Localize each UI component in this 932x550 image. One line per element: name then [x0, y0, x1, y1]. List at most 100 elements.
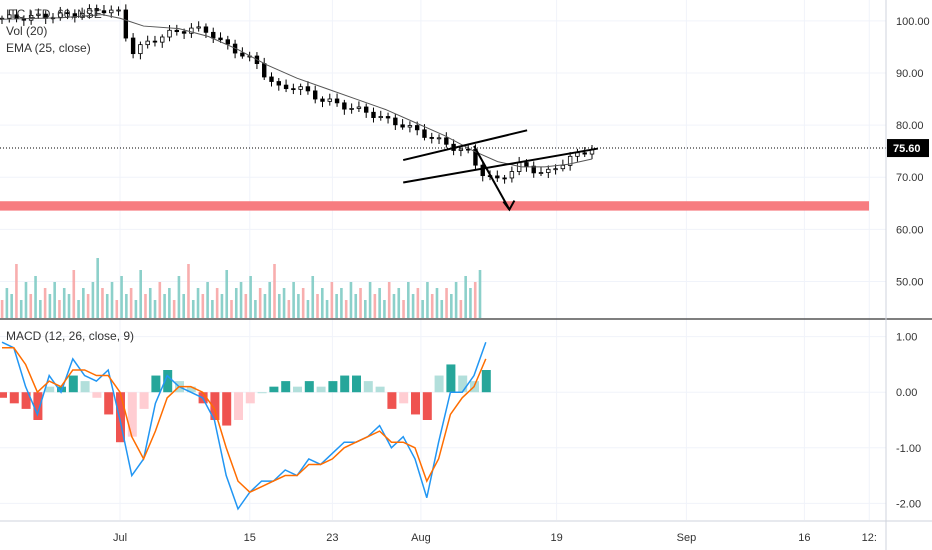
candle-body [546, 168, 551, 173]
macd-histogram-bar [316, 386, 326, 393]
candle-body [582, 152, 587, 155]
candle-body [414, 125, 420, 131]
macd-tick-label: -1.00 [896, 443, 921, 455]
macd-histogram-bar [328, 381, 338, 393]
price-tick-label: 60.00 [896, 224, 924, 236]
volume-bar [359, 288, 362, 318]
candle-body [480, 164, 485, 177]
volume-bar [254, 300, 257, 318]
macd-histogram-bar [186, 386, 196, 393]
candle-body [109, 9, 114, 14]
volume-bar [34, 276, 37, 318]
volume-bar [39, 300, 42, 318]
candle-body [531, 165, 536, 174]
volume-bar [215, 288, 219, 318]
macd-histogram-bar [281, 381, 291, 393]
last-price-badge [887, 139, 929, 158]
candle-body [393, 117, 398, 126]
x-tick-label: 16 [798, 532, 810, 544]
volume-bar [430, 294, 434, 318]
macd-histogram-bar [257, 392, 267, 394]
macd-histogram-bar [375, 386, 385, 393]
candle-body [560, 164, 566, 170]
macd-histogram-bar [411, 392, 420, 415]
macd-histogram-bar [222, 392, 232, 426]
macd-histogram-bar [422, 392, 432, 420]
candle-body [262, 63, 267, 78]
candle-body [371, 111, 376, 118]
volume-bar [354, 294, 358, 318]
price-series [0, 4, 886, 184]
volume-bar [115, 300, 119, 318]
volume-bar [5, 288, 9, 318]
volume-bar [101, 288, 104, 318]
macd-histogram-bar [116, 392, 125, 443]
volume-bar [43, 288, 47, 318]
x-tick-label: 23 [326, 532, 338, 544]
macd-histogram-bar [234, 392, 243, 420]
support-zone [0, 201, 869, 211]
volume-bar [316, 294, 319, 318]
grid-layer [0, 0, 886, 520]
candle-body [363, 106, 369, 113]
volume-bar [206, 282, 209, 318]
channel-upper-trendline [402, 129, 528, 162]
volume-bar [120, 276, 123, 318]
legend-symbol[interactable]: ITC LTD, 60, NSE [6, 7, 102, 21]
legend-ema[interactable]: EMA (25, close) [6, 41, 91, 55]
support-zone-layer [0, 201, 869, 211]
volume-bar [373, 294, 377, 318]
volume-bar [287, 300, 291, 318]
volume-bar [282, 288, 286, 318]
macd-histogram-bar [352, 375, 361, 393]
volume-bar [211, 300, 214, 318]
volume-bar [435, 288, 439, 318]
macd-histogram-bar [458, 375, 468, 393]
volume-bar [397, 288, 401, 318]
volume-bar [53, 282, 56, 318]
x-tick-label: Aug [411, 532, 431, 544]
volume-bar [172, 300, 176, 318]
candle-body [65, 12, 70, 15]
macd-histogram-bar [151, 375, 161, 393]
candle-body [152, 40, 158, 43]
macd-histogram-bar [139, 392, 149, 409]
signal-line [2, 347, 487, 494]
candle-body [269, 76, 274, 82]
volume-bar [306, 300, 310, 318]
volume-bar [0, 300, 4, 318]
candle-body [174, 29, 180, 33]
candle-body [123, 9, 129, 39]
volume-bar [225, 270, 229, 318]
volume-bar [368, 282, 372, 318]
trendline-annotations[interactable] [402, 129, 599, 212]
macd-histogram-bar [33, 392, 43, 420]
macd-histogram-bar [68, 375, 78, 393]
candle-body [378, 116, 383, 118]
candle-body [327, 98, 332, 102]
candle-body [196, 26, 201, 29]
volume-bar [421, 300, 424, 318]
candle-body [495, 175, 500, 179]
candle-body [422, 129, 427, 138]
volume-bar [86, 294, 90, 318]
price-tick-label: 80.00 [896, 120, 924, 132]
volume-bar [110, 282, 114, 318]
candle-body [225, 39, 231, 45]
candle-body [87, 8, 92, 14]
legend-volume[interactable]: Vol (20) [6, 24, 48, 38]
candle-body [458, 148, 464, 151]
candle-body [130, 37, 136, 55]
candle-body [400, 124, 405, 128]
macd-histogram-bar [481, 370, 491, 393]
volume-bar [125, 294, 128, 318]
volume-bar [349, 282, 353, 318]
volume-bar [325, 300, 329, 318]
volume-bar [168, 288, 171, 318]
candle-body [240, 52, 245, 57]
legend-macd[interactable]: MACD (12, 26, close, 9) [6, 329, 135, 343]
candle-body [436, 137, 442, 140]
x-tick-label: 15 [244, 532, 256, 544]
